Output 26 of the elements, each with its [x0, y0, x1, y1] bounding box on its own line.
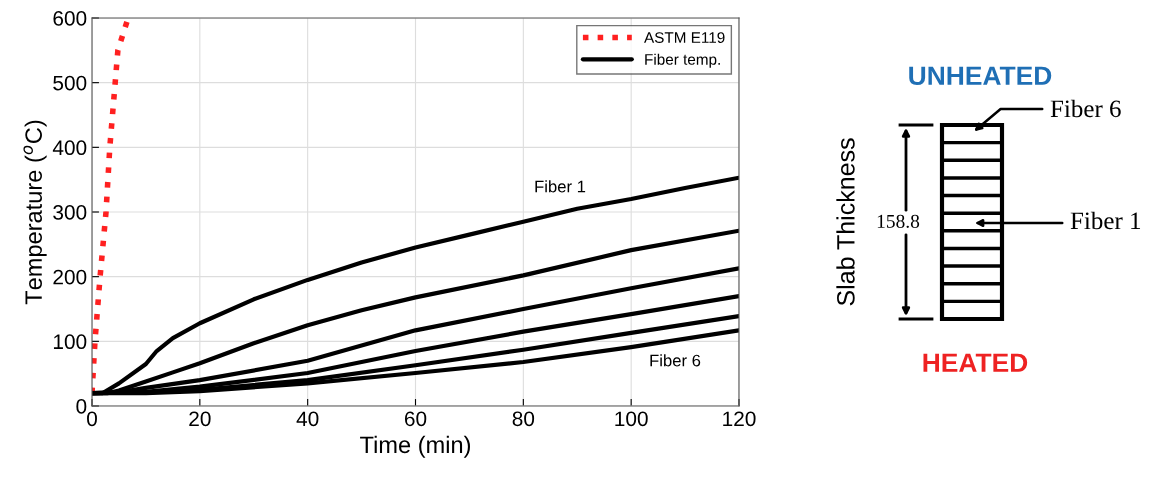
annotation: Fiber 1 — [535, 180, 586, 193]
legend-label: Fiber temp. — [645, 53, 720, 68]
text: 158.8 — [877, 214, 920, 228]
x-tick-label: 0 — [87, 411, 97, 427]
x-axis-title: Time (min) — [360, 435, 470, 458]
y-tick-label: 300 — [53, 205, 87, 220]
y-tick-label: 0 — [76, 399, 87, 414]
y-tick-label: 200 — [53, 269, 87, 285]
y-axis-title: Temperature ($^{o}$C) — [23, 120, 47, 305]
text: Fiber 1 — [1070, 211, 1141, 230]
x-tick-label: 100 — [615, 411, 648, 427]
legend-label: ASTM E119 — [644, 32, 725, 43]
text: HEATED — [923, 353, 1028, 372]
x-tick-label: 20 — [189, 411, 211, 427]
x-tick-label: 80 — [512, 411, 535, 427]
y-tick-label: 100 — [53, 334, 87, 350]
annotation: Fiber 6 — [650, 354, 701, 367]
text: Fiber 6 — [1050, 99, 1121, 118]
text: Slab Thickness — [836, 138, 855, 306]
y-tick-label: 500 — [53, 75, 87, 91]
x-tick-label: 120 — [723, 411, 756, 427]
text: UNHEATED — [909, 66, 1052, 86]
x-tick-label: 40 — [296, 411, 319, 427]
y-tick-label: 400 — [52, 140, 87, 156]
x-tick-label: 60 — [404, 411, 427, 427]
y-tick-label: 600 — [53, 11, 87, 26]
